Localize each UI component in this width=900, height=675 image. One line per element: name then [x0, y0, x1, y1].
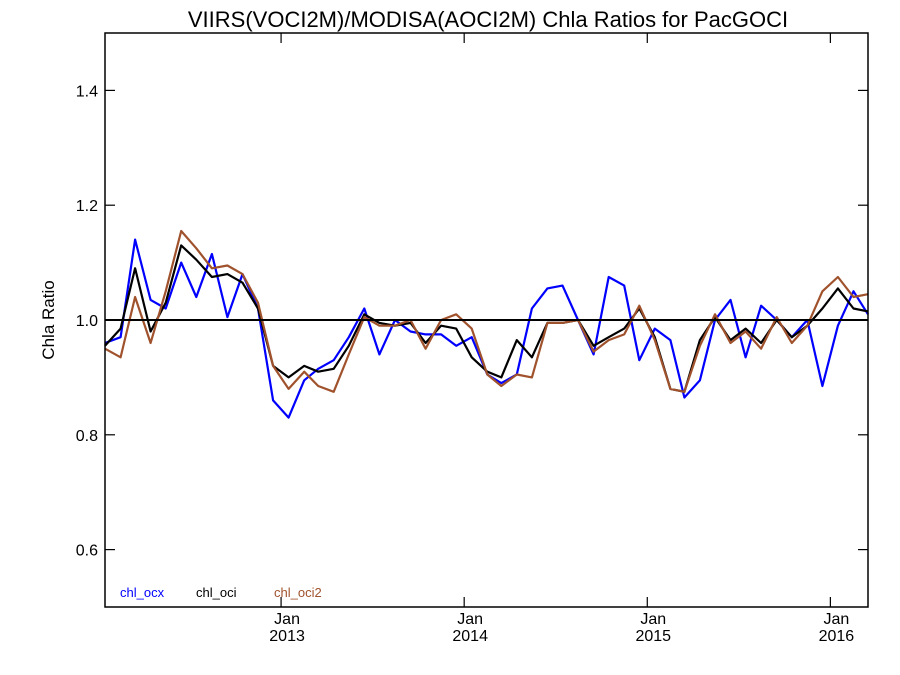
y-tick-label: 1.2	[76, 198, 98, 215]
x-tick-label-month: Jan	[823, 611, 849, 628]
y-tick-label: 1.0	[76, 313, 98, 330]
y-tick-label: 0.6	[76, 543, 98, 560]
y-axis-ticks: 0.6 0.8 1.0 1.2 1.4	[76, 83, 868, 560]
y-axis-label: Chla Ratio	[39, 280, 58, 359]
legend: chl_ocx chl_oci chl_oci2	[120, 585, 322, 600]
x-tick-label-year: 2013	[269, 628, 305, 645]
legend-item-chl_ocx: chl_ocx	[120, 585, 165, 600]
x-tick-label-month: Jan	[457, 611, 483, 628]
x-tick-label-year: 2016	[819, 628, 855, 645]
legend-item-chl_oci: chl_oci	[196, 585, 237, 600]
plot-lines	[104, 229, 869, 419]
x-tick-label-year: 2015	[635, 628, 671, 645]
legend-item-chl_oci2: chl_oci2	[274, 585, 322, 600]
series-line-chl_oci2	[104, 229, 869, 393]
chart-title: VIIRS(VOCI2M)/MODISA(AOCI2M) Chla Ratios…	[188, 7, 788, 32]
x-tick-label-month: Jan	[274, 611, 300, 628]
x-tick-label-year: 2014	[452, 628, 488, 645]
y-tick-label: 0.8	[76, 428, 98, 445]
x-tick-label-month: Jan	[640, 611, 666, 628]
y-tick-label: 1.4	[76, 83, 98, 100]
